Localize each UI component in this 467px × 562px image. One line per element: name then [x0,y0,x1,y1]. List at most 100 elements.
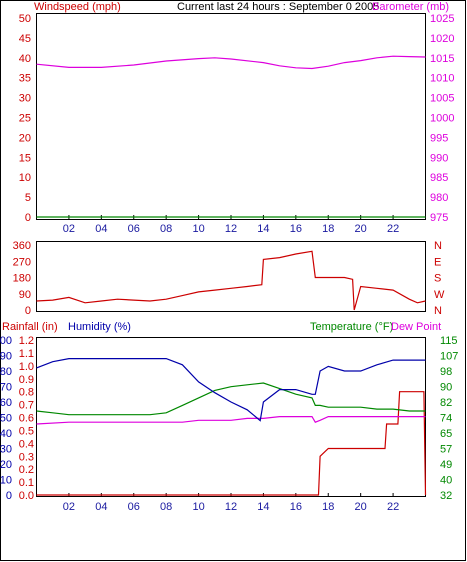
temperature-tick-labels: 32 40 49 57 65 74 82 90 98 107 115 [440,335,458,502]
barometer-tick-label: 1020 [430,33,454,45]
humidity-tick-label: 20 [0,459,12,471]
x-tick-label: 16 [290,501,302,513]
humidity-tick-label: 100 [0,335,12,347]
dewpoint-axis-label: Dew Point [391,321,441,333]
rainfall-tick-label: 1.1 [19,348,34,360]
barometer-tick-label: 1025 [430,13,454,25]
temperature-tick-label: 115 [440,335,458,347]
x-tick-label: 10 [192,223,204,235]
panel-wind-barometer: Windspeed (mph) Current last 24 hours : … [19,1,455,235]
barometer-tick-label: 990 [430,152,448,164]
humidity-tick-label: 70 [0,382,12,394]
direction-degree-tick-label: 270 [13,256,31,268]
humidity-tick-label: 80 [0,366,12,378]
rainfall-tick-label: 0.9 [19,374,34,386]
x-tick-label: 12 [225,223,237,235]
x-tick-label: 02 [63,501,75,513]
temperature-tick-label: 40 [440,475,452,487]
barometer-axis-label: Barometer (mb) [372,1,449,13]
x-tick-label: 18 [322,223,334,235]
x-tick-label: 22 [387,223,399,235]
x-tick-label: 06 [128,223,140,235]
panel-rain-humidity-temperature: Rainfall (in) Humidity (%) Temperature (… [0,321,458,513]
windspeed-tick-labels: 0 5 10 15 20 25 30 35 40 45 50 [19,13,31,224]
x-tick-label: 02 [63,223,75,235]
direction-degree-tick-label: 360 [13,240,31,252]
temperature-tick-label: 107 [440,351,458,363]
humidity-tick-label: 0 [6,490,12,502]
windspeed-tick-label: 0 [25,212,31,224]
series-top [36,55,426,218]
temperature-tick-label: 90 [440,382,452,394]
x-tick-label: 06 [128,501,140,513]
windspeed-tick-label: 50 [19,13,31,25]
windspeed-tick-label: 25 [19,113,31,125]
series-middle [36,250,426,311]
x-tick-label: 14 [257,501,269,513]
x-tick-label: 08 [160,223,172,235]
rainfall-tick-label: 0.1 [19,477,34,489]
windspeed-tick-label: 15 [19,152,31,164]
x-tick-label: 10 [192,501,204,513]
humidity-tick-label: 50 [0,413,12,425]
x-tick-label: 12 [225,501,237,513]
x-tick-label: 18 [322,501,334,513]
direction-degree-tick-label: 90 [19,289,31,301]
humidity-tick-labels: 0 10 20 30 40 50 60 70 80 90 100 [0,335,12,502]
rainfall-tick-label: 0.6 [19,413,34,425]
windspeed-tick-label: 30 [19,93,31,105]
temperature-axis-label: Temperature (°F) [310,321,393,333]
windspeed-tick-label: 45 [19,33,31,45]
temperature-tick-label: 32 [440,490,452,502]
x-tick-label: 20 [355,501,367,513]
windspeed-tick-label: 40 [19,53,31,65]
rainfall-tick-label: 0.2 [19,464,34,476]
barometer-tick-labels: 975 980 985 990 995 1000 1005 1010 1015 1020 1025 [430,13,454,224]
humidity-tick-label: 60 [0,397,12,409]
rainfall-tick-label: 0.4 [19,438,34,450]
humidity-tick-label: 90 [0,351,12,363]
direction-degree-tick-label: 0 [25,305,31,317]
x-tick-label: 08 [160,501,172,513]
rainfall-tick-label: 1.0 [19,361,34,373]
x-tick-label: 20 [355,223,367,235]
barometer-tick-label: 1000 [430,113,454,125]
plot-frame-middle [36,241,426,312]
humidity-tick-label: 30 [0,444,12,456]
windspeed-tick-label: 35 [19,73,31,85]
x-tick-labels-bottom: 02 04 06 08 10 12 14 16 18 20 22 [63,493,399,513]
barometer-line [36,55,426,70]
direction-compass-tick-label: N [434,305,442,317]
direction-degree-tick-label: 180 [13,273,31,285]
barometer-tick-label: 980 [430,192,448,204]
barometer-tick-label: 1015 [430,53,454,65]
windspeed-tick-label: 20 [19,132,31,144]
wind-direction-line [36,250,426,311]
temperature-tick-label: 57 [440,444,452,456]
x-tick-label: 16 [290,223,302,235]
rainfall-tick-label: 0.3 [19,451,34,463]
x-tick-label: 22 [387,501,399,513]
temperature-tick-label: 74 [440,413,452,425]
rainfall-tick-label: 0.7 [19,400,34,412]
direction-compass-tick-label: N [434,240,442,252]
humidity-line [36,358,426,422]
chart-title: Current last 24 hours : September 0 2005 [177,1,379,13]
temperature-tick-label: 98 [440,366,452,378]
direction-compass-tick-label: W [434,289,445,301]
rainfall-line [36,391,427,496]
plot-frame-top [36,13,426,220]
temperature-tick-label: 65 [440,428,452,440]
dewpoint-line [36,416,426,425]
barometer-tick-label: 985 [430,172,448,184]
x-tick-label: 04 [95,223,107,235]
humidity-tick-label: 10 [0,475,12,487]
temperature-tick-label: 82 [440,397,452,409]
x-tick-label: 14 [257,223,269,235]
rainfall-tick-label: 0.5 [19,425,34,437]
humidity-tick-label: 40 [0,428,12,440]
barometer-tick-label: 975 [430,212,448,224]
humidity-axis-label: Humidity (%) [68,321,131,333]
